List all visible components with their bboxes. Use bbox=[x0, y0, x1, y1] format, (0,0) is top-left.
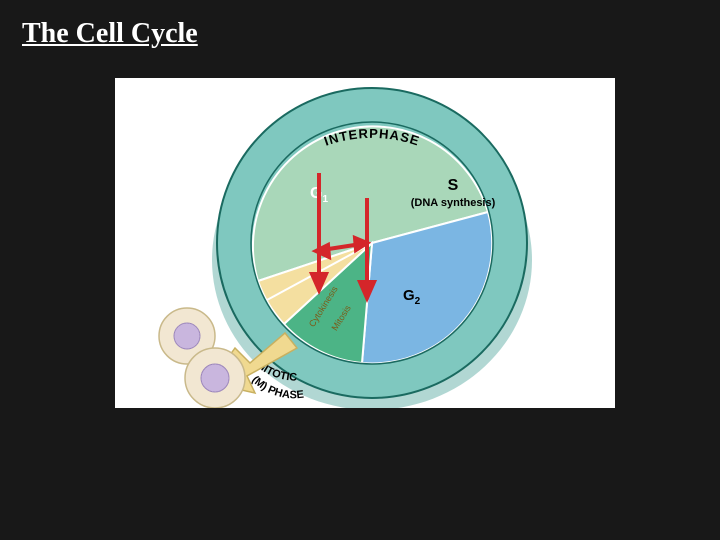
daughter-cell-2 bbox=[185, 348, 245, 408]
page-title: The Cell Cycle bbox=[22, 18, 198, 50]
slide: The Cell Cycle bbox=[0, 0, 720, 540]
sectors bbox=[253, 126, 492, 363]
svg-text:(DNA synthesis): (DNA synthesis) bbox=[411, 197, 496, 209]
cell-cycle-svg: INTERPHASE G1 S (DNA synthesis) G2 MITOT… bbox=[115, 78, 615, 408]
cell-cycle-figure: INTERPHASE G1 S (DNA synthesis) G2 MITOT… bbox=[115, 78, 615, 408]
svg-text:S: S bbox=[448, 177, 459, 194]
